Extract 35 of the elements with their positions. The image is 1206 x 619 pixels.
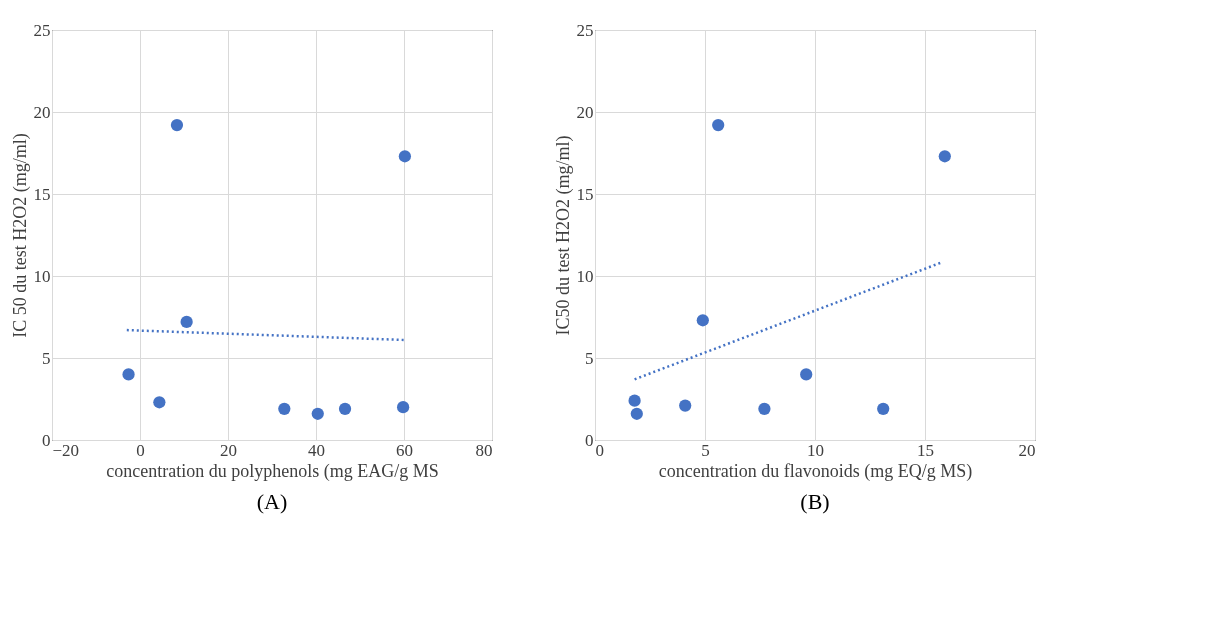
x-tick-label: 20	[1018, 440, 1036, 460]
y-tick-label: 15	[33, 184, 51, 204]
y-tick-label: 20	[576, 102, 594, 122]
text: (B)	[800, 489, 830, 514]
point	[800, 368, 813, 381]
y-tick-label: 25	[576, 20, 594, 40]
y-axis-title: IC50 du test H2O2 (mg/ml)	[552, 135, 574, 336]
y-tick-label: 25	[33, 20, 51, 40]
point	[758, 402, 771, 415]
y-axis-title: IC 50 du test H2O2 (mg/ml)	[9, 133, 31, 338]
y-tick-label: 10	[33, 266, 51, 286]
x-tick-label: 15	[917, 440, 934, 460]
x-tick-label: −20	[52, 440, 80, 460]
y-tick-label: 5	[585, 348, 594, 368]
y-tick-label: 15	[576, 184, 594, 204]
y-tick-label: 10	[576, 266, 594, 286]
x-tick-label: 10	[807, 440, 824, 460]
x-tick-label: 60	[396, 440, 413, 460]
x-axis-title: concentration du flavonoids (mg EQ/g MS)	[658, 460, 973, 482]
x-tick-label: 20	[220, 440, 237, 460]
x-tick-label: 0	[136, 440, 145, 460]
point	[696, 314, 709, 327]
x-tick-label: 80	[475, 440, 493, 460]
point	[712, 119, 725, 132]
x-tick-label: 5	[701, 440, 710, 460]
x-tick-label: 40	[308, 440, 325, 460]
point	[679, 399, 692, 412]
y-tick-label: 20	[33, 102, 51, 122]
y-tick-label: 5	[42, 348, 51, 368]
point	[630, 407, 643, 420]
point	[938, 150, 951, 163]
x-axis-title: concentration du polyphenols (mg EAG/g MS	[106, 460, 439, 482]
point	[628, 394, 641, 407]
text: (A)	[256, 489, 288, 514]
point	[877, 402, 890, 415]
